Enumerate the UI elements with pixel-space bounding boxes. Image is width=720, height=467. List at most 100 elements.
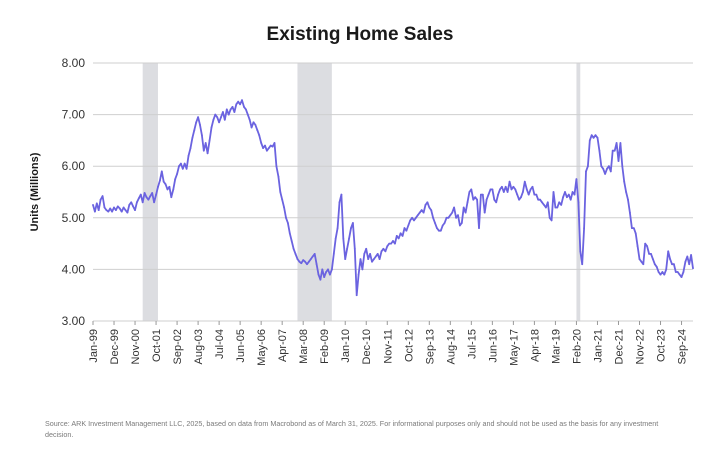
data-point xyxy=(346,247,348,250)
data-point xyxy=(353,247,356,250)
data-point xyxy=(285,216,287,219)
data-point xyxy=(115,209,117,212)
data-point xyxy=(439,229,442,232)
data-point xyxy=(405,229,408,232)
data-point xyxy=(543,204,545,206)
data-point xyxy=(531,185,534,188)
data-point xyxy=(369,253,371,255)
data-point xyxy=(243,106,245,108)
data-point xyxy=(149,195,152,198)
x-tick-label: Nov-11 xyxy=(382,329,394,364)
data-point xyxy=(92,204,94,206)
data-point xyxy=(199,124,201,126)
data-point xyxy=(111,210,113,213)
data-point xyxy=(193,129,196,132)
data-point xyxy=(514,188,517,191)
data-point xyxy=(122,206,125,209)
data-point xyxy=(172,188,175,191)
data-point xyxy=(441,224,444,227)
data-point xyxy=(460,222,463,224)
recession-band xyxy=(297,63,332,321)
data-point xyxy=(248,118,251,121)
data-point xyxy=(518,198,520,201)
data-point xyxy=(105,209,108,212)
data-point xyxy=(157,185,159,188)
data-point xyxy=(609,170,612,173)
data-point xyxy=(212,118,215,121)
data-point xyxy=(250,126,253,129)
data-point xyxy=(201,134,203,137)
y-axis-label: Units (Millions) xyxy=(29,152,41,231)
data-point xyxy=(348,237,350,240)
data-point xyxy=(585,170,587,173)
data-point xyxy=(332,253,335,255)
x-tick-label: Apr-18 xyxy=(529,329,541,362)
data-point xyxy=(501,185,503,188)
data-point xyxy=(411,216,413,219)
data-point xyxy=(690,254,692,256)
data-point xyxy=(170,196,173,199)
data-point xyxy=(621,165,624,168)
data-point xyxy=(141,201,144,204)
data-point xyxy=(606,167,608,170)
data-point xyxy=(103,206,106,209)
data-point xyxy=(562,196,564,199)
data-point xyxy=(225,108,228,111)
data-point xyxy=(676,271,679,273)
data-point xyxy=(394,242,396,245)
data-point xyxy=(300,262,303,265)
x-tick-label: Feb-09 xyxy=(319,329,331,364)
data-point xyxy=(277,175,280,178)
data-point xyxy=(355,294,358,297)
data-point xyxy=(189,147,192,150)
x-tick-label: Aug-03 xyxy=(193,329,205,364)
data-point xyxy=(499,188,501,191)
data-point xyxy=(180,162,182,165)
data-point xyxy=(608,165,610,168)
data-point xyxy=(386,245,389,248)
data-point xyxy=(350,227,352,230)
data-point xyxy=(545,206,547,209)
x-tick-label: Dec-10 xyxy=(361,329,373,364)
data-point xyxy=(493,198,496,201)
data-point xyxy=(352,222,354,224)
data-point xyxy=(245,108,247,111)
data-point xyxy=(470,188,473,191)
data-point xyxy=(262,147,264,150)
data-point xyxy=(623,180,626,183)
data-point xyxy=(602,167,605,170)
data-point xyxy=(155,193,158,196)
data-point xyxy=(438,229,440,232)
data-point xyxy=(309,258,312,260)
data-point xyxy=(231,106,234,108)
y-tick-label: 5.00 xyxy=(62,211,86,225)
data-point xyxy=(478,227,480,230)
data-point xyxy=(638,258,641,260)
data-point xyxy=(426,201,429,204)
data-point xyxy=(537,198,540,201)
x-tick-label: Jan-10 xyxy=(340,329,352,363)
data-point xyxy=(187,155,190,157)
x-tick-label: Feb-20 xyxy=(571,329,583,364)
x-tick-label: Jul-04 xyxy=(214,329,226,359)
data-point xyxy=(363,253,366,255)
data-point xyxy=(206,152,209,155)
data-point xyxy=(642,263,645,266)
data-point xyxy=(264,144,266,147)
data-point xyxy=(657,271,660,273)
data-point xyxy=(181,167,184,170)
x-tick-label: Jun-16 xyxy=(487,329,499,363)
data-point xyxy=(120,210,123,213)
data-point xyxy=(424,204,427,206)
data-point xyxy=(113,206,115,209)
x-tick-label: Apr-07 xyxy=(277,329,289,362)
data-point xyxy=(290,240,293,242)
data-point xyxy=(124,209,127,212)
data-point xyxy=(258,134,261,137)
data-point xyxy=(271,145,274,148)
data-point xyxy=(459,224,461,227)
data-point xyxy=(315,263,318,266)
data-point xyxy=(480,193,482,196)
data-point xyxy=(449,214,452,217)
